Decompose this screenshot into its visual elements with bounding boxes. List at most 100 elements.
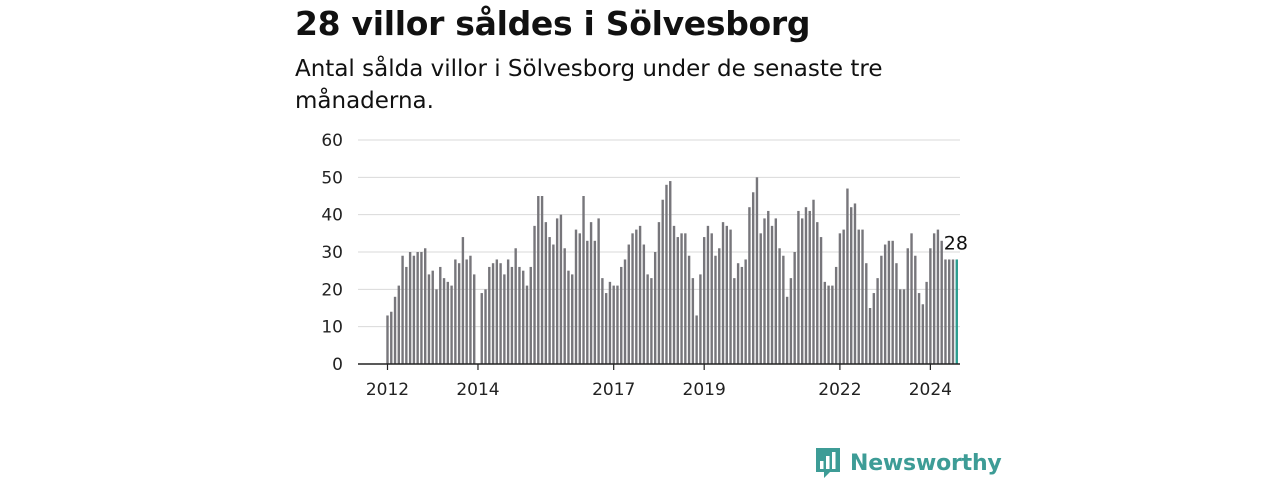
bar — [623, 259, 627, 364]
bar — [650, 278, 653, 364]
bar — [522, 270, 525, 364]
bar — [902, 289, 906, 364]
bar — [631, 233, 634, 364]
bar — [834, 266, 838, 364]
bar — [816, 222, 819, 364]
bar — [838, 233, 842, 364]
bar — [427, 274, 431, 364]
y-tick-label: 60 — [321, 131, 343, 151]
bar — [661, 199, 664, 364]
chart-title: 28 villor såldes i Sölvesborg — [295, 4, 811, 43]
bar — [412, 255, 416, 364]
bar — [620, 266, 623, 364]
bar — [435, 289, 438, 364]
bar — [891, 240, 894, 364]
bar — [386, 315, 389, 364]
bar — [578, 233, 581, 364]
bar — [774, 218, 778, 364]
brand-logo: Newsworthy — [814, 446, 1002, 480]
bar — [948, 259, 951, 364]
bar — [627, 244, 630, 364]
bar — [555, 218, 559, 364]
bar — [653, 252, 657, 364]
bar — [770, 225, 774, 364]
bar — [642, 244, 646, 364]
bar — [506, 259, 510, 364]
bar — [812, 199, 815, 364]
highlight-value-label: 28 — [944, 232, 968, 254]
bar — [488, 266, 491, 364]
bar — [548, 237, 551, 364]
bar — [635, 229, 638, 364]
bar — [880, 255, 883, 364]
bar — [586, 240, 589, 364]
bar — [446, 281, 450, 364]
bar — [910, 233, 913, 364]
bar — [759, 233, 762, 364]
bar — [612, 285, 615, 364]
bar — [782, 255, 785, 364]
bar — [865, 263, 868, 364]
bar — [819, 237, 823, 364]
bar — [454, 259, 457, 364]
bar — [744, 259, 747, 364]
bar — [469, 255, 472, 364]
bar — [503, 274, 506, 364]
bar — [695, 315, 698, 364]
bar — [401, 255, 404, 364]
bar — [405, 266, 408, 364]
bar — [767, 210, 770, 364]
bar — [431, 270, 434, 364]
bar — [646, 274, 649, 364]
bar — [510, 266, 514, 364]
bar — [857, 229, 860, 364]
bar — [827, 285, 830, 364]
bar — [801, 218, 804, 364]
bar — [687, 255, 691, 364]
bar — [529, 266, 532, 364]
bar — [484, 289, 487, 364]
bar — [748, 207, 751, 364]
bar — [397, 285, 401, 364]
x-tick-label: 2012 — [366, 380, 409, 400]
bar — [706, 225, 710, 364]
bar — [785, 296, 789, 364]
bar — [514, 248, 517, 364]
bar — [540, 196, 544, 364]
bar — [684, 233, 687, 364]
bar — [559, 214, 563, 364]
bar — [525, 285, 529, 364]
y-tick-label: 50 — [321, 168, 343, 188]
bar — [571, 274, 574, 364]
x-tick-label: 2024 — [909, 380, 952, 400]
bar — [842, 229, 845, 364]
bar — [638, 225, 642, 364]
bar — [853, 203, 857, 364]
bar — [495, 259, 499, 364]
bar — [755, 177, 759, 364]
x-tick-label: 2022 — [818, 380, 861, 400]
bar — [480, 293, 483, 364]
bar — [940, 240, 943, 364]
newsworthy-logo-icon — [816, 448, 840, 478]
bar — [725, 225, 728, 364]
bar — [518, 266, 521, 364]
highlight-bar — [955, 259, 958, 364]
bar — [925, 281, 928, 364]
bar — [393, 296, 397, 364]
bar — [544, 222, 548, 364]
bar — [450, 285, 453, 364]
bar — [416, 252, 419, 364]
bar — [936, 229, 940, 364]
bar — [616, 285, 619, 364]
bar — [951, 259, 955, 364]
bar — [390, 311, 393, 364]
brand-name: Newsworthy — [850, 450, 1002, 476]
bar — [763, 218, 766, 364]
x-tick-label: 2019 — [683, 380, 726, 400]
bar — [793, 252, 796, 364]
bar — [582, 196, 585, 364]
bar — [699, 274, 702, 364]
bar — [442, 278, 446, 364]
